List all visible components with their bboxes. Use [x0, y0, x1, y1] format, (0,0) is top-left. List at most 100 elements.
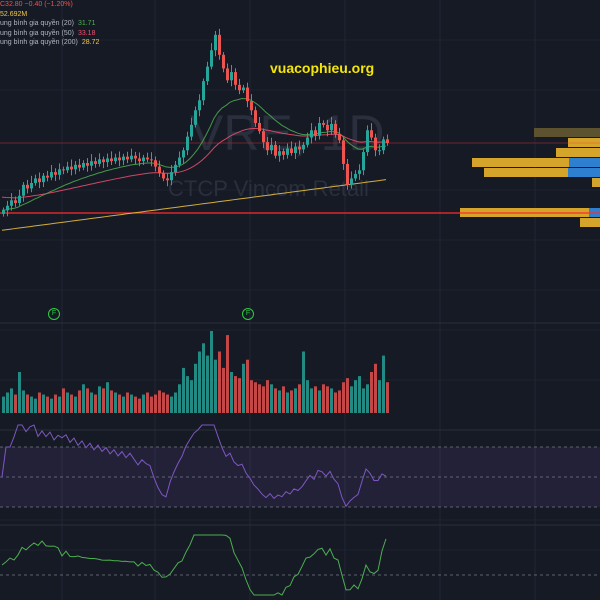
candle-body: [218, 34, 221, 55]
volume-bar: [138, 398, 141, 413]
candle-body: [122, 156, 125, 161]
candle-body: [134, 155, 137, 159]
volume-bar: [142, 394, 145, 413]
candle-body: [318, 123, 321, 136]
rsi-line: [1, 424, 387, 508]
volume-bar: [238, 378, 241, 413]
legend-volume: 52.692M: [0, 10, 28, 18]
volume-profile-down: [556, 148, 600, 157]
volume-bar: [222, 367, 225, 413]
volume-bar: [386, 382, 389, 413]
volume-bar: [294, 388, 297, 413]
volume-bar: [62, 388, 65, 413]
volume-bar: [110, 390, 113, 413]
volume-bar: [210, 331, 213, 413]
candle-body: [342, 140, 345, 164]
volume-bar: [198, 351, 201, 413]
moving-averages: [1, 97, 387, 231]
volume-bar: [318, 390, 321, 413]
volume-bar: [22, 390, 25, 413]
volume-bar: [298, 384, 301, 413]
candle-body: [138, 158, 141, 162]
volume-bar: [354, 380, 357, 413]
legend-close: C32.80: [0, 1, 23, 8]
financials-marker[interactable]: F: [48, 308, 60, 320]
volume-bar: [262, 386, 265, 413]
volume-bar: [254, 382, 257, 413]
candle-body: [298, 146, 301, 150]
volume-bar: [174, 392, 177, 413]
candle-body: [362, 152, 365, 171]
candle-body: [334, 123, 337, 134]
volume-bar: [46, 396, 49, 413]
candle-body: [150, 159, 153, 161]
candle-body: [338, 133, 341, 141]
volume-bar: [370, 372, 373, 413]
candle-body: [158, 166, 161, 173]
candle-body: [270, 144, 273, 151]
volume-bar: [250, 380, 253, 413]
candle-body: [242, 87, 245, 91]
volume-bar: [306, 380, 309, 413]
candle-body: [210, 50, 213, 67]
volume-bar: [18, 372, 21, 413]
volume-bar: [78, 390, 81, 413]
legend-ma20: ung bình gia quyền (20) 31.71: [0, 20, 96, 27]
volume-bar: [226, 335, 229, 413]
volume-bar: [246, 359, 249, 413]
volume-bar: [90, 392, 93, 413]
candle-body: [302, 144, 305, 150]
legend: C32.80 −0.40 (−1.20%) 52.692M ung bình g…: [0, 0, 99, 48]
candle-body: [182, 150, 185, 158]
volume-profile-down: [580, 218, 600, 227]
candle-body: [322, 123, 325, 125]
volume-bar: [362, 388, 365, 413]
candle-body: [22, 184, 25, 196]
candle-body: [30, 183, 33, 189]
volume-bar: [366, 384, 369, 413]
candle-body: [222, 54, 225, 69]
candle-body: [274, 144, 277, 156]
volume-bar: [334, 392, 337, 413]
candle-body: [250, 101, 253, 111]
company-watermark: CTCP Vincom Retail: [168, 176, 369, 201]
volume-bar: [278, 390, 281, 413]
candle-body: [162, 173, 165, 179]
candle-body: [206, 66, 209, 82]
volume-bar: [14, 394, 17, 413]
candle-body: [186, 136, 189, 151]
volume-bar: [54, 394, 57, 413]
financials-marker[interactable]: F: [242, 308, 254, 320]
volume-bar: [50, 398, 53, 413]
candle-body: [130, 155, 133, 160]
volume-bar: [214, 359, 217, 413]
candle-body: [70, 166, 73, 170]
candle-body: [194, 110, 197, 125]
volume-bar: [358, 376, 361, 413]
volume-bar: [66, 392, 69, 413]
volume-bar: [154, 394, 157, 413]
site-label: vuacophieu.org: [270, 60, 375, 76]
volume-bar: [82, 384, 85, 413]
candle-body: [202, 81, 205, 101]
volume-bar: [162, 392, 165, 413]
volume-bar: [122, 396, 125, 413]
volume-bar: [350, 386, 353, 413]
candle-body: [170, 172, 173, 181]
volume-bar: [26, 394, 29, 413]
volume-bars: [2, 331, 389, 413]
candle-body: [374, 137, 377, 151]
volume-profile-up: [569, 158, 600, 167]
oscillator-line: [1, 534, 387, 596]
volume-bar: [38, 392, 41, 413]
volume-bar: [134, 396, 137, 413]
candle-body: [246, 87, 249, 102]
candle-body: [6, 205, 9, 211]
volume-bar: [218, 351, 221, 413]
candle-body: [46, 175, 49, 178]
volume-bar: [42, 394, 45, 413]
candle-body: [262, 131, 265, 143]
candle-body: [366, 130, 369, 153]
